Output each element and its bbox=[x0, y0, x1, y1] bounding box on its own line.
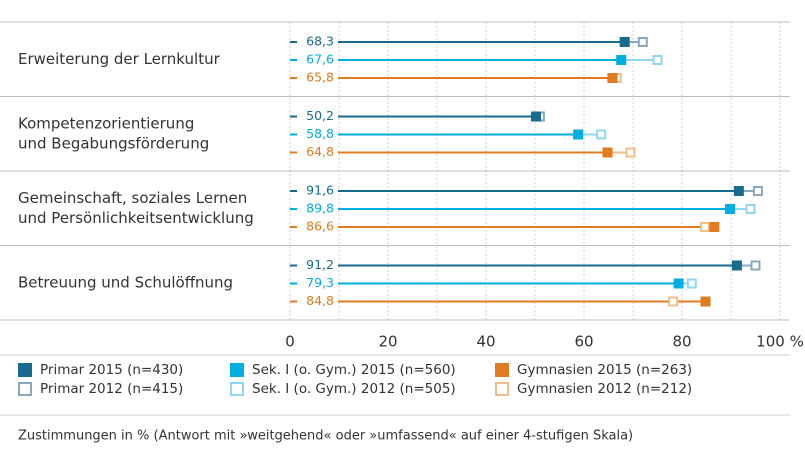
legend-label: Sek. I (o. Gym.) 2012 (n=505) bbox=[252, 381, 456, 397]
marker-hollow bbox=[596, 129, 607, 140]
x-tick-label: 0 bbox=[285, 333, 295, 351]
legend-swatch bbox=[230, 363, 244, 377]
value-label: 84,8 bbox=[306, 293, 334, 308]
value-label: 50,2 bbox=[306, 108, 334, 123]
value-label: 58,8 bbox=[306, 126, 334, 141]
x-tick-label: 100 % bbox=[756, 333, 804, 351]
marker-hollow bbox=[625, 147, 636, 158]
marker-hollow bbox=[668, 296, 679, 307]
value-label: 68,3 bbox=[306, 34, 334, 49]
marker-filled bbox=[602, 147, 613, 158]
value-label: 67,6 bbox=[306, 52, 334, 67]
value-label: 91,2 bbox=[306, 257, 334, 272]
marker-hollow bbox=[652, 55, 663, 65]
marker-hollow bbox=[637, 37, 648, 47]
legend-swatch bbox=[18, 382, 32, 396]
marker-filled bbox=[573, 129, 584, 140]
marker-filled bbox=[530, 111, 541, 122]
legend-label: Primar 2015 (n=430) bbox=[40, 362, 183, 378]
marker-hollow bbox=[700, 222, 711, 232]
category-label: Erweiterung der Lernkultur bbox=[18, 50, 221, 68]
marker-filled bbox=[709, 222, 720, 232]
x-tick-label: 40 bbox=[476, 333, 495, 351]
legend-swatch bbox=[230, 382, 244, 396]
marker-filled bbox=[619, 37, 630, 47]
legend-label: Sek. I (o. Gym.) 2015 (n=560) bbox=[252, 362, 456, 378]
marker-hollow bbox=[745, 204, 756, 214]
value-label: 65,8 bbox=[306, 70, 334, 85]
category-label: Kompetenzorientierung bbox=[18, 114, 194, 132]
legend-swatch bbox=[495, 363, 509, 377]
value-label: 86,6 bbox=[306, 219, 334, 234]
x-tick-label: 60 bbox=[574, 333, 593, 351]
value-label: 64,8 bbox=[306, 144, 334, 159]
marker-hollow bbox=[686, 278, 697, 289]
marker-filled bbox=[725, 204, 736, 214]
legend-label: Primar 2012 (n=415) bbox=[40, 381, 183, 397]
marker-filled bbox=[733, 186, 744, 196]
value-label: 79,3 bbox=[306, 275, 334, 290]
footnote: Zustimmungen in % (Antwort mit »weitgehe… bbox=[18, 429, 633, 444]
legend-swatch bbox=[495, 382, 509, 396]
legend-label: Gymnasien 2012 (n=212) bbox=[517, 381, 692, 397]
marker-filled bbox=[731, 260, 742, 271]
marker-filled bbox=[607, 73, 618, 83]
marker-filled bbox=[616, 55, 627, 65]
marker-hollow bbox=[752, 186, 763, 196]
marker-filled bbox=[673, 278, 684, 289]
category-label: und Begabungsförderung bbox=[18, 134, 209, 152]
legend-swatch bbox=[18, 363, 32, 377]
marker-filled bbox=[700, 296, 711, 307]
legend-label: Gymnasien 2015 (n=263) bbox=[517, 362, 692, 378]
marker-hollow bbox=[750, 260, 761, 271]
category-label: und Persönlichkeitsentwicklung bbox=[18, 209, 254, 227]
category-label: Betreuung und Schulöffnung bbox=[18, 273, 233, 291]
category-label: Gemeinschaft, soziales Lernen bbox=[18, 189, 247, 207]
value-label: 91,6 bbox=[306, 183, 334, 198]
x-tick-label: 20 bbox=[378, 333, 397, 351]
x-tick-label: 80 bbox=[672, 333, 691, 351]
value-label: 89,8 bbox=[306, 201, 334, 216]
